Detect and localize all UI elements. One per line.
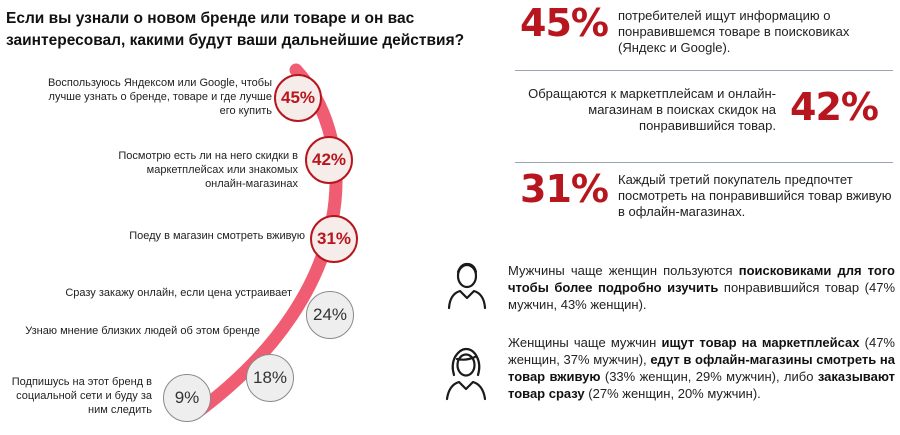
category-label-6: Подпишусь на этот бренд в социальной сет…: [11, 376, 152, 416]
value-label-5: 18%: [252, 368, 288, 387]
fact-women-text-2: (47% женщин, 37% мужчин),: [508, 335, 895, 367]
fact-women-text-1: Женщины чаще мужчин: [508, 335, 662, 350]
divider-2: [515, 162, 893, 163]
value-label-1: 45%: [280, 88, 316, 107]
value-label-3: 31%: [316, 229, 352, 248]
value-bubble-6: 9%: [163, 374, 211, 422]
fact-men-text-1: Мужчины чаще женщин пользуются: [508, 263, 739, 278]
stat-value-1: 45%: [520, 1, 609, 45]
stat-value-2: 42%: [790, 85, 879, 129]
fact-women-bold-3: заказывают товар сразу: [508, 369, 895, 401]
fact-women-text-4: (27% женщин, 20% мужчин).: [584, 386, 761, 401]
value-label-4: 24%: [312, 305, 348, 324]
category-label-2: Посмотрю есть ли на него скидки в маркет…: [118, 150, 298, 190]
value-bubble-2: 42%: [305, 136, 353, 184]
fact-men-bold-1: поисковиками для того чтобы более подроб…: [508, 263, 895, 295]
divider-1: [515, 70, 893, 71]
fact-women-bold-2: едут в офлайн-магазины смотреть на товар…: [508, 352, 895, 384]
man-icon: [447, 262, 487, 310]
value-bubble-5: 18%: [246, 354, 294, 402]
value-label-2: 42%: [311, 150, 347, 169]
fact-men-text-2: понравившийся товар (47% мужчин, 43% жен…: [508, 280, 896, 312]
category-label-5: Узнаю мнение близких людей об этом бренд…: [25, 325, 260, 337]
value-bubble-4: 24%: [306, 291, 354, 339]
stat-text-3: Каждый третий покупатель предпочтет посм…: [618, 172, 892, 219]
fact-women-bold-1: ищут товар на маркетплейсах: [661, 335, 860, 350]
category-label-1: Воспользуюсь Яндексом или Google, чтобы …: [47, 77, 272, 117]
fact-women: Женщины чаще мужчин ищут товар на маркет…: [508, 334, 895, 402]
category-label-3: Поеду в магазин смотреть вживую: [129, 230, 305, 242]
chart-title: Если вы узнали о новом бренде или товаре…: [6, 10, 465, 49]
value-bubble-3: 31%: [310, 215, 358, 263]
stat-text-1: потребителей ищут информацию о понравивш…: [618, 8, 850, 55]
stat-value-3: 31%: [520, 167, 609, 211]
woman-icon: [445, 347, 487, 401]
category-label-4: Сразу закажу онлайн, если цена устраивае…: [65, 287, 292, 299]
fact-men: Мужчины чаще женщин пользуются поисковик…: [508, 262, 895, 313]
value-bubble-1: 45%: [274, 74, 322, 122]
fact-women-text-3: (33% женщин, 29% мужчин), либо: [600, 369, 818, 384]
value-label-6: 9%: [174, 388, 200, 407]
stat-text-2: Обращаются к маркетплейсам и онлайн-мага…: [528, 86, 776, 133]
